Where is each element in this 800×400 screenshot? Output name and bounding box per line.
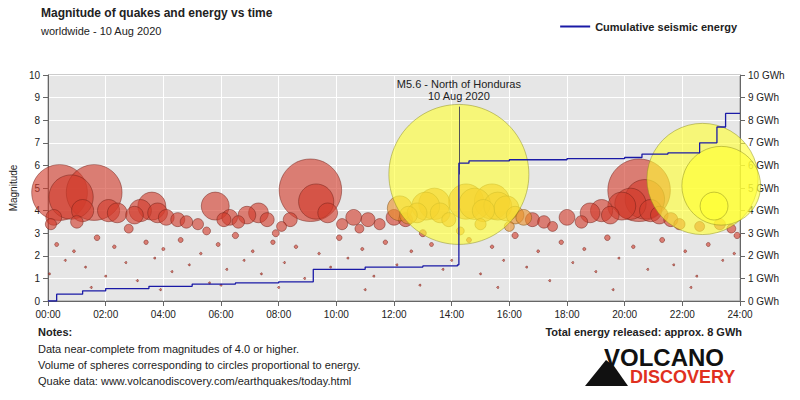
svg-text:24:00: 24:00 [727,309,752,320]
svg-text:8 GWh: 8 GWh [748,115,779,126]
svg-text:1: 1 [34,273,40,284]
svg-text:3: 3 [34,228,40,239]
svg-text:06:00: 06:00 [209,309,234,320]
svg-text:02:00: 02:00 [93,309,118,320]
svg-text:10 Aug 2020: 10 Aug 2020 [428,90,490,102]
svg-text:worldwide - 10 Aug 2020: worldwide - 10 Aug 2020 [40,25,161,37]
svg-text:8: 8 [34,115,40,126]
svg-text:12:00: 12:00 [381,309,406,320]
svg-text:Quake data: www.volcanodiscove: Quake data: www.volcanodiscovery.com/ear… [38,375,351,387]
svg-text:04:00: 04:00 [151,309,176,320]
svg-text:7 GWh: 7 GWh [748,137,779,148]
svg-text:2 GWh: 2 GWh [748,250,779,261]
svg-text:20:00: 20:00 [612,309,637,320]
svg-text:9: 9 [34,92,40,103]
svg-text:10 GWh: 10 GWh [748,70,785,81]
svg-text:00:00: 00:00 [36,309,61,320]
svg-text:18:00: 18:00 [554,309,579,320]
svg-text:Notes:: Notes: [38,326,72,338]
svg-text:10:00: 10:00 [324,309,349,320]
svg-text:0: 0 [34,296,40,307]
svg-text:14:00: 14:00 [439,309,464,320]
svg-text:4 GWh: 4 GWh [748,205,780,217]
svg-text:2: 2 [34,250,40,261]
svg-text:DISCOVERY: DISCOVERY [630,367,735,387]
svg-text:0 GWh: 0 GWh [748,296,779,307]
svg-text:Magnitude of quakes and energy: Magnitude of quakes and energy vs time [41,6,273,20]
svg-text:Magnitude: Magnitude [8,164,19,211]
svg-text:16:00: 16:00 [497,309,522,320]
svg-text:22:00: 22:00 [670,309,695,320]
svg-text:Cumulative seismic energy: Cumulative seismic energy [595,21,738,33]
svg-text:Total energy released: approx.: Total energy released: approx. 8 GWh [545,326,742,338]
svg-text:08:00: 08:00 [266,309,291,320]
svg-text:Data near-complete from magnit: Data near-complete from magnitudes of 4.… [38,343,299,355]
svg-text:VOLCANO: VOLCANO [604,343,724,371]
svg-text:9 GWh: 9 GWh [748,92,779,103]
svg-text:5 GWh: 5 GWh [748,182,780,194]
svg-text:M5.6 - North of Honduras: M5.6 - North of Honduras [397,78,522,90]
svg-text:7: 7 [34,137,40,148]
svg-text:10: 10 [29,70,41,81]
svg-text:6 GWh: 6 GWh [748,159,780,171]
svg-text:6: 6 [34,160,40,171]
svg-text:Volume of spheres correspondin: Volume of spheres corresponding to circl… [38,359,361,371]
svg-text:3 GWh: 3 GWh [748,228,779,239]
svg-text:1 GWh: 1 GWh [748,273,779,284]
